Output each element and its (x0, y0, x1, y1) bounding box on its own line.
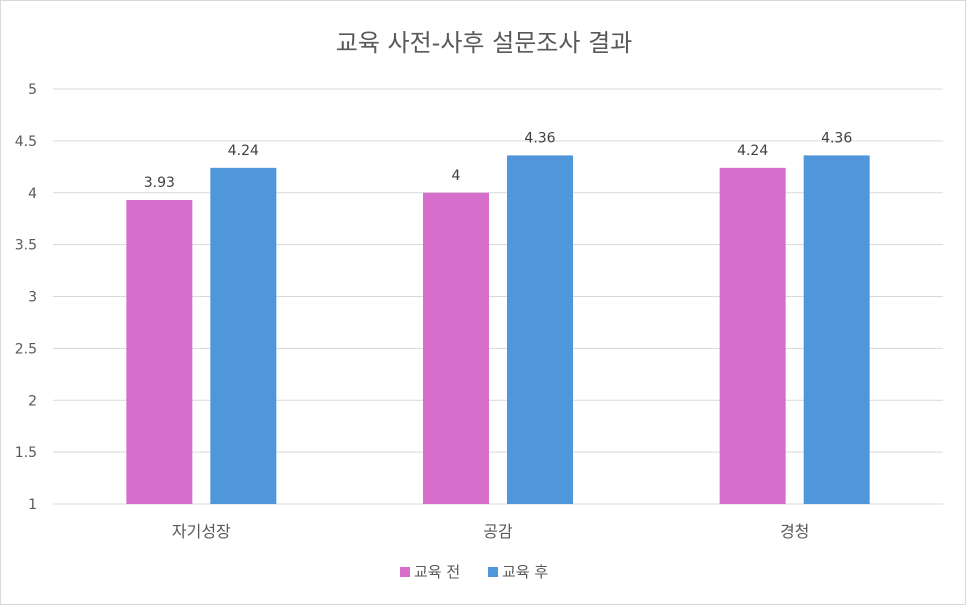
legend-label: 교육 후 (502, 563, 548, 581)
legend-swatch (400, 567, 410, 577)
y-tick-label: 1 (28, 497, 37, 513)
legend-swatch (488, 567, 498, 577)
y-tick-label: 2 (28, 393, 37, 409)
y-tick-label: 5 (28, 82, 37, 98)
data-label: 4 (452, 168, 461, 184)
data-label: 4.36 (821, 130, 852, 146)
y-tick-label: 3.5 (15, 238, 37, 254)
x-axis-categories: 자기성장 공감 경청 (172, 522, 810, 541)
x-category-label: 자기성장 (172, 522, 231, 541)
bar (719, 167, 786, 504)
x-category-label: 경청 (780, 522, 809, 541)
chart-title: 교육 사전-사후 설문조사 결과 (336, 29, 633, 57)
gridlines (53, 88, 943, 505)
data-label: 4.24 (737, 143, 768, 159)
data-labels: 3.93 4.24 4 4.36 4.24 4.36 (144, 130, 853, 191)
data-label: 4.24 (228, 143, 259, 159)
y-tick-label: 1.5 (15, 445, 37, 461)
bar (803, 155, 870, 504)
y-tick-label: 3 (28, 290, 37, 306)
data-label: 3.93 (144, 175, 175, 191)
y-tick-label: 2.5 (15, 341, 37, 357)
bar (423, 192, 489, 504)
legend: 교육 전 교육 후 (400, 563, 548, 581)
y-tick-label: 4.5 (15, 134, 37, 150)
data-label: 4.36 (524, 130, 555, 146)
bar (507, 155, 573, 504)
y-tick-label: 4 (28, 186, 37, 202)
bar (126, 200, 193, 504)
bars (126, 155, 870, 504)
legend-label: 교육 전 (414, 563, 460, 581)
x-category-label: 공감 (483, 522, 513, 541)
y-axis-ticks: 1 1.5 2 2.5 3 3.5 4 4.5 5 (15, 82, 37, 513)
bar (210, 167, 277, 504)
